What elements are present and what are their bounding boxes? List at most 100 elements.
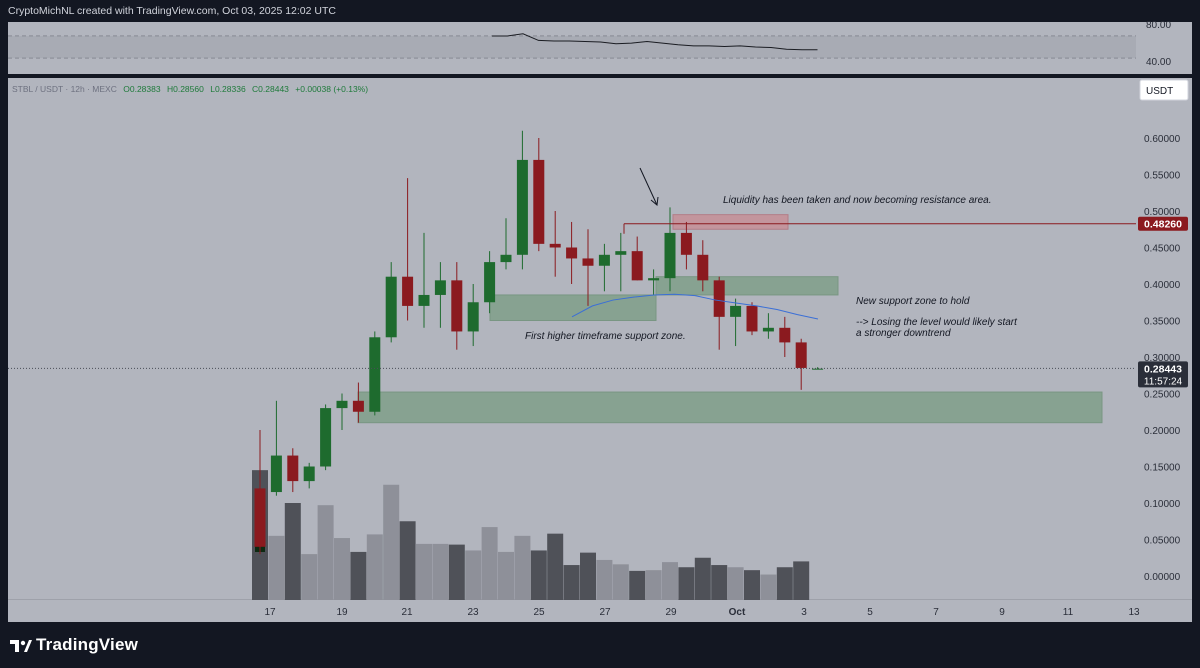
- volume-bar: [612, 564, 629, 600]
- arrow-shaft: [639, 167, 658, 206]
- resistance-price-text: 0.48260: [1144, 219, 1182, 231]
- currency-button[interactable]: [1139, 79, 1189, 101]
- volume-bar: [727, 567, 744, 600]
- candle-body: [484, 262, 496, 303]
- volume-bar: [563, 565, 580, 600]
- time-tick-12: 11: [1063, 607, 1074, 618]
- volume-bar: [268, 535, 285, 600]
- candle-body: [812, 368, 824, 370]
- last-price-badge: [1138, 361, 1188, 388]
- annotation-losing-line1: --> Losing the level would likely start: [856, 317, 1018, 328]
- time-tick-11: 9: [999, 607, 1005, 618]
- volume-bar: [334, 538, 350, 600]
- price-tick-9: 0.45000: [1144, 244, 1181, 255]
- price-tick-7: 0.35000: [1144, 317, 1181, 328]
- price-tick-3: 0.15000: [1144, 463, 1181, 474]
- osc-tick-40: 40.00: [1146, 57, 1171, 68]
- candles-layer: [254, 130, 824, 555]
- time-tick-0: 17: [264, 607, 276, 618]
- volume-bar: [678, 567, 695, 600]
- candle-body: [615, 251, 627, 255]
- candle-body: [746, 305, 758, 332]
- price-tick-2: 0.10000: [1144, 499, 1181, 510]
- volume-bar: [498, 551, 514, 600]
- candle-body: [631, 251, 643, 281]
- time-tick-6: 29: [665, 607, 677, 618]
- candle-body: [287, 455, 299, 482]
- candle-body: [352, 400, 364, 412]
- annotation-new-support: New support zone to hold: [856, 296, 970, 307]
- price-tick-4: 0.20000: [1144, 426, 1181, 437]
- candle-body: [762, 327, 774, 332]
- price-tick-6: 0.30000: [1144, 353, 1181, 364]
- candle-body: [648, 278, 660, 281]
- annotation-liquidity: Liquidity has been taken and now becomin…: [723, 195, 992, 206]
- candle-body: [713, 280, 725, 317]
- arrow-head-icon: [650, 196, 659, 206]
- price-tick-12: 0.60000: [1144, 134, 1181, 145]
- countdown-text: 11:57:24: [1144, 376, 1183, 387]
- volume-bar: [744, 570, 760, 600]
- time-tick-4: 25: [533, 607, 545, 618]
- tradingview-logo-icon: [10, 640, 32, 652]
- header-bar: CryptoMichNL created with TradingView.co…: [0, 0, 1200, 22]
- annotation-first-support: First higher timeframe support zone.: [525, 331, 686, 342]
- volume-bar: [416, 543, 432, 600]
- last-price-text: 0.28443: [1144, 363, 1182, 375]
- volume-bar: [596, 559, 613, 600]
- time-tick-9: 5: [867, 607, 873, 618]
- volume-bar: [317, 505, 334, 600]
- candle-body: [500, 254, 512, 263]
- volume-bar: [366, 534, 383, 600]
- price-tick-10: 0.50000: [1144, 207, 1181, 218]
- candle-body: [795, 342, 807, 368]
- candle-body: [270, 455, 282, 493]
- candle-body: [369, 337, 381, 412]
- annotation-losing-line2: a stronger downtrend: [856, 328, 951, 339]
- oscillator-axis: [1136, 22, 1192, 74]
- candle-body: [336, 400, 348, 409]
- osc-tick-80: 80.00: [1146, 20, 1171, 31]
- chart-canvas[interactable]: 80.00 40.00 0.00000 0.05000 0.10000 0.15000…: [0, 0, 1200, 624]
- ohlc-low: L0.28336: [210, 84, 246, 94]
- price-tick-8: 0.40000: [1144, 280, 1181, 291]
- ohlc-high: H0.28560: [167, 84, 204, 94]
- currency-label: USDT: [1146, 86, 1173, 97]
- candle-body: [566, 247, 578, 259]
- time-tick-7: Oct: [729, 607, 746, 618]
- volume-bar: [776, 567, 793, 600]
- volume-bar: [793, 561, 810, 600]
- resistance-price-badge: [1138, 216, 1188, 231]
- candle-body: [533, 159, 545, 244]
- volume-bar: [448, 544, 465, 600]
- price-axis: [1136, 78, 1192, 600]
- candle-body: [664, 232, 676, 279]
- brand-name: TradingView: [36, 635, 139, 654]
- candle-body: [434, 280, 446, 295]
- volume-bar: [580, 552, 596, 600]
- volume-bar: [301, 554, 318, 600]
- candle-body: [730, 305, 742, 317]
- moving-average-line: [571, 293, 819, 320]
- price-tick-1: 0.05000: [1144, 536, 1181, 547]
- oscillator-line: [492, 33, 818, 51]
- oscillator-band-fill: [8, 36, 1136, 58]
- volume-bar: [481, 527, 498, 600]
- candle-body: [549, 243, 561, 248]
- volume-bar: [629, 570, 646, 600]
- price-tick-5: 0.25000: [1144, 390, 1181, 401]
- time-tick-3: 23: [467, 607, 479, 618]
- volume-bar: [530, 550, 547, 600]
- candle-body: [254, 488, 266, 547]
- price-tick-labels: 0.00000 0.05000 0.10000 0.15000 0.20000 0.250…: [1144, 134, 1181, 583]
- symbol-info: STBL / USDT · 12h · MEXC O0.28383 H0.285…: [12, 84, 368, 94]
- zone-resistance: [672, 214, 789, 230]
- volume-bar: [432, 543, 449, 600]
- time-tick-8: 3: [801, 607, 807, 618]
- price-tick-11: 0.55000: [1144, 171, 1181, 182]
- candle-body: [320, 408, 332, 467]
- time-tick-1: 19: [336, 607, 348, 618]
- candle-body: [303, 466, 315, 482]
- volume-bar: [350, 551, 367, 600]
